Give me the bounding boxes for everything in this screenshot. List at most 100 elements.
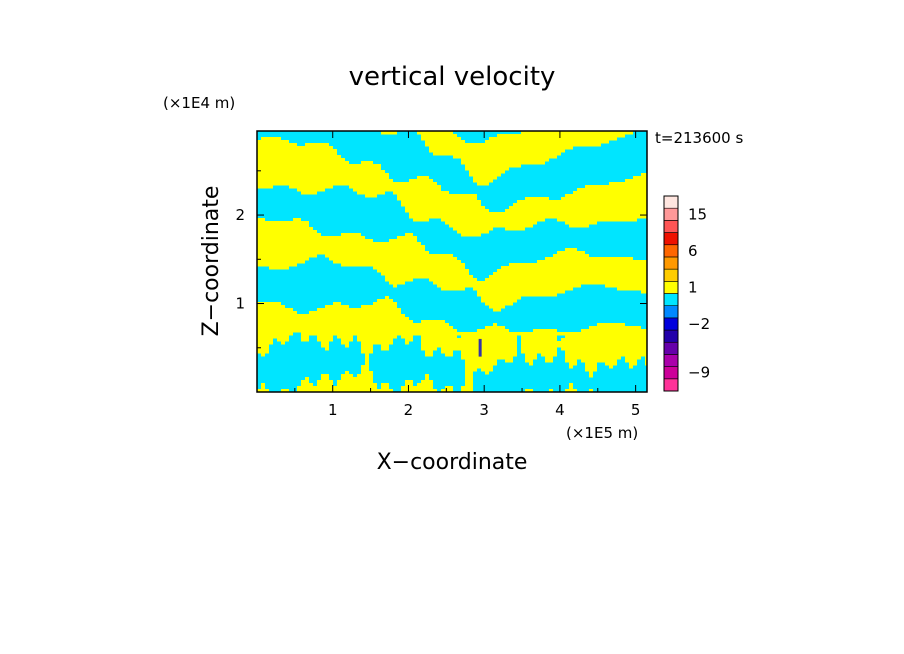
colorbar-swatch (663, 293, 679, 306)
field-cell (393, 191, 449, 195)
colorbar-frame (663, 195, 679, 392)
field-cell (257, 347, 269, 351)
field-cell (325, 305, 349, 309)
field-cell (425, 374, 429, 378)
field-cell (641, 290, 647, 294)
field-cell (461, 335, 517, 339)
field-cell (481, 368, 493, 372)
field-cell (497, 134, 625, 138)
field-cell (481, 296, 521, 300)
field-cell (509, 263, 647, 267)
field-cell (257, 260, 305, 264)
field-cell (257, 344, 269, 348)
field-cell (513, 203, 647, 207)
field-cell (465, 359, 497, 363)
field-cell (257, 152, 337, 156)
velocity-field (257, 131, 647, 392)
field-cell (257, 149, 337, 153)
field-cell (257, 230, 317, 234)
field-cell (325, 254, 453, 258)
field-cell (257, 245, 425, 249)
x-tick-label: 2 (404, 401, 414, 419)
field-cell (341, 233, 361, 237)
field-cell (465, 365, 493, 369)
field-cell (541, 353, 557, 357)
colorbar-swatch (663, 341, 679, 355)
field-cell (257, 263, 297, 267)
field-cell (405, 341, 409, 345)
field-cell (421, 137, 461, 141)
field-cell (445, 353, 453, 357)
field-cell (441, 218, 545, 222)
field-cell (361, 368, 369, 372)
field-cell (261, 386, 265, 390)
field-cell (377, 299, 393, 303)
field-cell (257, 341, 273, 345)
field-cell (257, 143, 297, 147)
field-cell (257, 308, 293, 312)
field-cell (565, 359, 577, 363)
field-cell (465, 164, 521, 168)
field-cell (401, 200, 481, 204)
field-cell (261, 353, 265, 357)
field-cell (357, 335, 397, 339)
field-cell (521, 347, 557, 351)
field-cell (421, 347, 437, 351)
field-cell (405, 233, 413, 237)
field-cell (565, 194, 647, 198)
field-cell (373, 266, 465, 270)
field-cell (581, 329, 647, 333)
field-cell (257, 302, 281, 306)
field-cell (565, 389, 577, 392)
field-cell (589, 374, 593, 378)
field-cell (573, 191, 647, 195)
field-cell (333, 302, 341, 306)
field-cell (317, 335, 333, 339)
field-cell (257, 242, 421, 246)
field-cell (257, 182, 437, 186)
field-cell (257, 329, 457, 333)
colorbar-label: −2 (688, 315, 710, 333)
field-cell (565, 353, 647, 357)
field-cell (465, 362, 497, 366)
field-cell (417, 131, 453, 135)
field-cell (505, 359, 513, 363)
field-cell (361, 341, 393, 345)
field-cell (257, 179, 393, 183)
field-cell (465, 377, 473, 381)
field-cell (401, 203, 481, 207)
field-cell (361, 347, 373, 351)
field-cell (489, 275, 647, 279)
field-extreme-cell (478, 338, 482, 357)
field-cell (297, 389, 393, 392)
field-cell (461, 158, 549, 162)
field-cell (501, 266, 647, 270)
field-cell (257, 320, 413, 324)
field-cell (421, 344, 517, 348)
field-cell (529, 362, 533, 366)
field-cell (401, 389, 437, 392)
field-cell (257, 218, 265, 222)
field-cell (477, 293, 557, 297)
field-cell (645, 359, 647, 363)
field-cell (445, 386, 453, 390)
field-cell (381, 344, 389, 348)
field-cell (429, 146, 573, 150)
field-cell (377, 269, 469, 273)
field-cell (425, 377, 429, 381)
field-cell (385, 275, 473, 279)
field-cell (349, 185, 441, 189)
field-cell (589, 389, 593, 392)
field-cell (525, 389, 533, 392)
field-cell (533, 329, 557, 333)
field-cell (497, 269, 647, 273)
field-cell (305, 143, 329, 147)
field-cell (257, 146, 333, 150)
field-cell (257, 185, 273, 189)
field-cell (425, 350, 433, 354)
field-cell (465, 167, 509, 171)
field-cell (317, 383, 333, 387)
field-cell (565, 335, 647, 339)
field-cell (461, 389, 473, 392)
field-cell (597, 323, 625, 327)
